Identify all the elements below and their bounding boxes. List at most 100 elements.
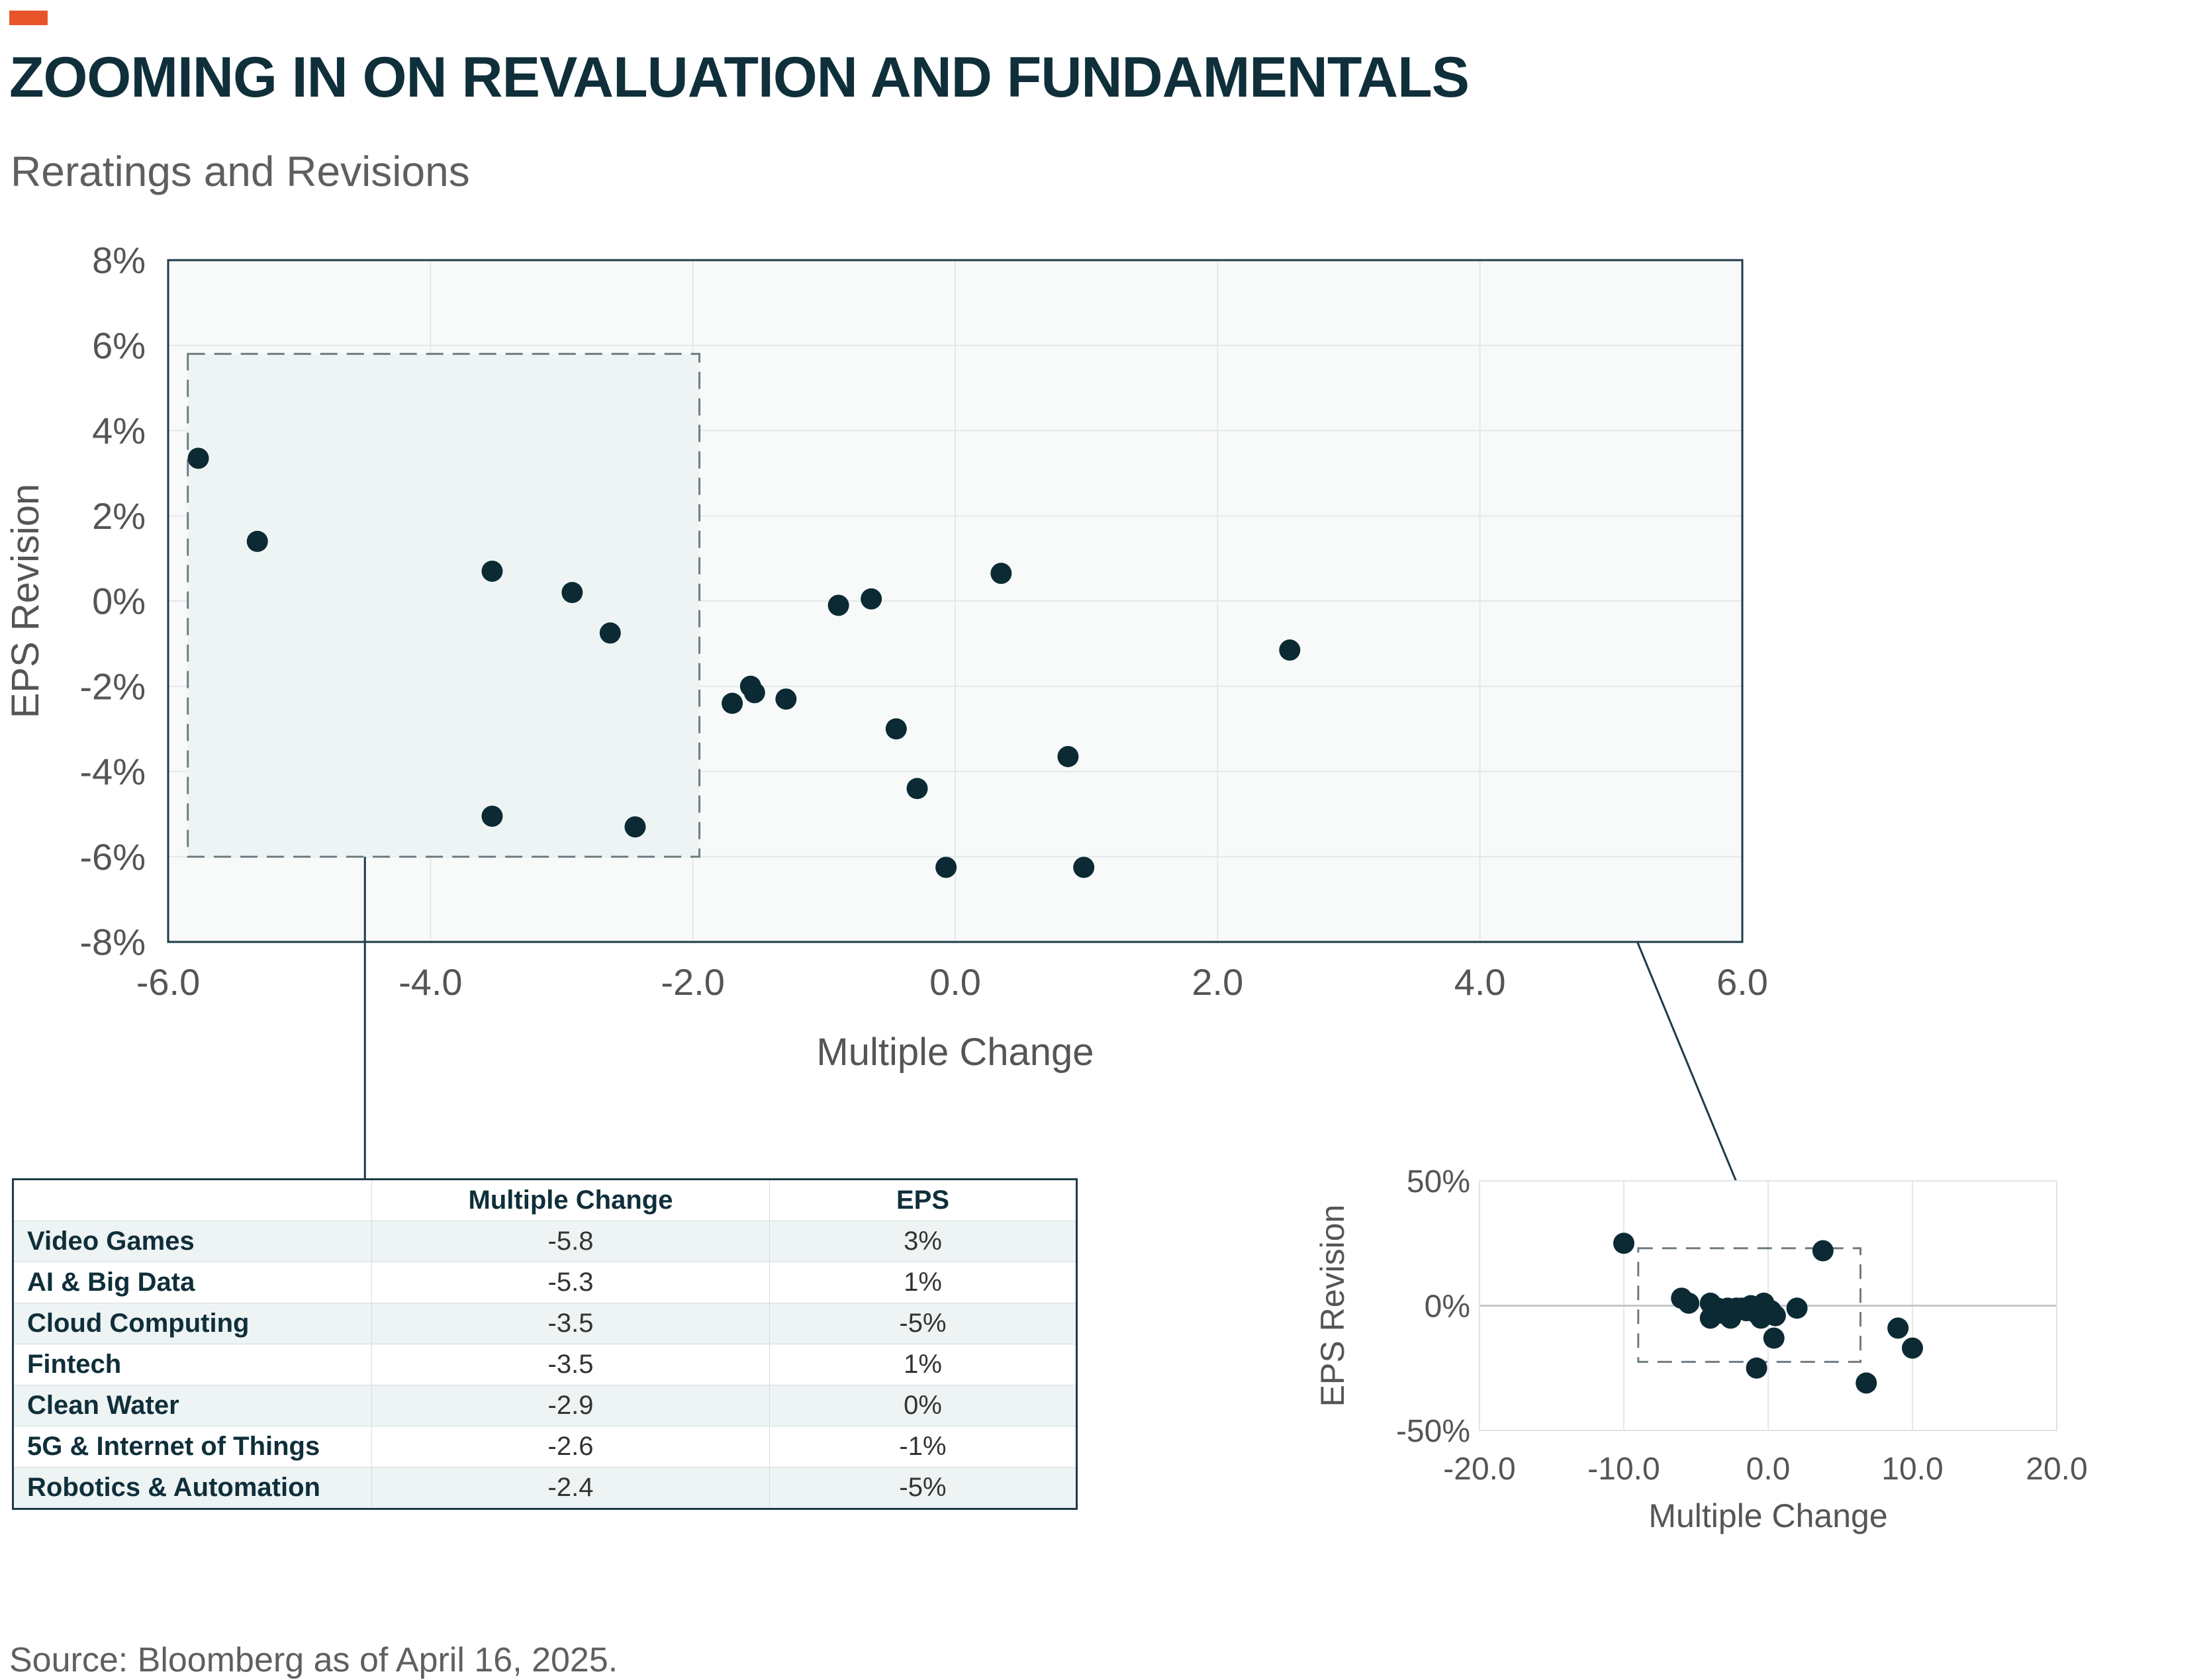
data-point xyxy=(1720,1307,1742,1329)
y-tick-label: 4% xyxy=(92,410,146,451)
table-cell-multiple-change: -5.8 xyxy=(371,1221,770,1262)
data-point xyxy=(1855,1372,1877,1394)
table-row: Clean Water -2.9 0% xyxy=(13,1385,1077,1426)
highlight-table: Multiple Change EPS Video Games -5.8 3% … xyxy=(12,1178,1078,1510)
data-point xyxy=(1073,857,1095,878)
data-point xyxy=(1812,1240,1834,1262)
table-header-eps: EPS xyxy=(769,1179,1077,1221)
data-point xyxy=(561,582,583,604)
data-point xyxy=(187,447,209,469)
table-cell-theme: Video Games xyxy=(13,1221,372,1262)
page-title: ZOOMING IN ON REVALUATION AND FUNDAMENTA… xyxy=(9,46,1470,109)
x-tick-label: 0.0 xyxy=(1746,1452,1791,1487)
data-point xyxy=(1678,1292,1700,1314)
data-point xyxy=(1902,1337,1923,1359)
y-tick-label: -4% xyxy=(79,751,146,792)
accent-bar xyxy=(9,11,48,25)
data-point xyxy=(827,594,849,616)
data-point xyxy=(481,560,503,582)
x-tick-label: -10.0 xyxy=(1587,1452,1660,1487)
data-point xyxy=(775,688,797,710)
x-axis-label: Multiple Change xyxy=(816,1031,1094,1074)
table-row: 5G & Internet of Things -2.6 -1% xyxy=(13,1426,1077,1468)
x-tick-label: -20.0 xyxy=(1443,1452,1515,1487)
table-cell-theme: Cloud Computing xyxy=(13,1303,372,1344)
plot-frame xyxy=(1479,1180,2057,1431)
data-point xyxy=(1279,639,1301,661)
table-cell-eps: 0% xyxy=(769,1385,1077,1426)
data-point xyxy=(935,857,957,878)
y-tick-label: -50% xyxy=(1396,1414,1470,1449)
data-point xyxy=(885,718,907,740)
y-axis-label: EPS Revision xyxy=(4,484,47,719)
table-row: Video Games -5.8 3% xyxy=(13,1221,1077,1262)
x-tick-label: -6.0 xyxy=(136,961,201,1003)
plot-frame xyxy=(167,259,1744,943)
y-tick-label: 50% xyxy=(1407,1164,1470,1199)
data-point xyxy=(1613,1233,1634,1254)
data-point xyxy=(624,816,646,838)
table-cell-theme: Fintech xyxy=(13,1344,372,1385)
data-point xyxy=(1057,745,1079,767)
table-cell-eps: -5% xyxy=(769,1467,1077,1509)
chart-subtitle: Reratings and Revisions xyxy=(11,148,470,195)
y-tick-label: -8% xyxy=(79,921,146,963)
y-tick-label: 6% xyxy=(92,324,146,366)
table-cell-theme: 5G & Internet of Things xyxy=(13,1426,372,1468)
table-row: Fintech -3.5 1% xyxy=(13,1344,1077,1385)
data-point xyxy=(1746,1357,1767,1379)
data-point xyxy=(481,806,503,827)
table-cell-multiple-change: -3.5 xyxy=(371,1303,770,1344)
zoom-region xyxy=(187,353,701,858)
table-row: Cloud Computing -3.5 -5% xyxy=(13,1303,1077,1344)
table-cell-multiple-change: -2.6 xyxy=(371,1426,770,1468)
source-note: Source: Bloomberg as of April 16, 2025. xyxy=(9,1641,618,1679)
data-point xyxy=(1887,1317,1909,1339)
y-tick-label: -2% xyxy=(79,665,146,707)
data-point xyxy=(1764,1305,1786,1327)
x-tick-label: 0.0 xyxy=(929,961,981,1003)
table-cell-multiple-change: -3.5 xyxy=(371,1344,770,1385)
x-tick-label: -2.0 xyxy=(661,961,725,1003)
data-point xyxy=(1786,1297,1808,1319)
x-axis-label: Multiple Change xyxy=(1648,1497,1887,1534)
data-point xyxy=(861,588,882,610)
table-cell-eps: -5% xyxy=(769,1303,1077,1344)
data-point xyxy=(1699,1307,1721,1329)
y-tick-label: 0% xyxy=(1425,1289,1470,1324)
table-cell-eps: 1% xyxy=(769,1344,1077,1385)
table-cell-multiple-change: -2.9 xyxy=(371,1385,770,1426)
x-tick-label: 6.0 xyxy=(1716,961,1768,1003)
table-header-multiple-change: Multiple Change xyxy=(371,1179,770,1221)
table-row: Robotics & Automation -2.4 -5% xyxy=(13,1467,1077,1509)
x-tick-label: -4.0 xyxy=(399,961,463,1003)
x-tick-label: 20.0 xyxy=(2026,1452,2087,1487)
data-point xyxy=(722,692,743,714)
data-point xyxy=(599,622,621,644)
table-cell-eps: 3% xyxy=(769,1221,1077,1262)
table-cell-multiple-change: -5.3 xyxy=(371,1262,770,1303)
table-row: AI & Big Data -5.3 1% xyxy=(13,1262,1077,1303)
y-tick-label: 8% xyxy=(92,240,146,281)
table-header-row: Multiple Change EPS xyxy=(13,1179,1077,1221)
data-point xyxy=(906,778,928,800)
table-cell-eps: -1% xyxy=(769,1426,1077,1468)
data-point xyxy=(1763,1327,1785,1349)
x-tick-label: 4.0 xyxy=(1454,961,1506,1003)
x-tick-label: 2.0 xyxy=(1192,961,1243,1003)
table-header-name xyxy=(13,1179,372,1221)
table-cell-multiple-change: -2.4 xyxy=(371,1467,770,1509)
table-cell-eps: 1% xyxy=(769,1262,1077,1303)
table-cell-theme: Robotics & Automation xyxy=(13,1467,372,1509)
data-point xyxy=(246,530,268,552)
y-tick-label: -6% xyxy=(79,836,146,878)
y-tick-label: 0% xyxy=(92,581,146,622)
table-cell-theme: AI & Big Data xyxy=(13,1262,372,1303)
y-tick-label: 2% xyxy=(92,495,146,537)
y-axis-label: EPS Revision xyxy=(1314,1205,1351,1407)
x-tick-label: 10.0 xyxy=(1881,1452,1943,1487)
data-point xyxy=(990,563,1012,584)
table-cell-theme: Clean Water xyxy=(13,1385,372,1426)
